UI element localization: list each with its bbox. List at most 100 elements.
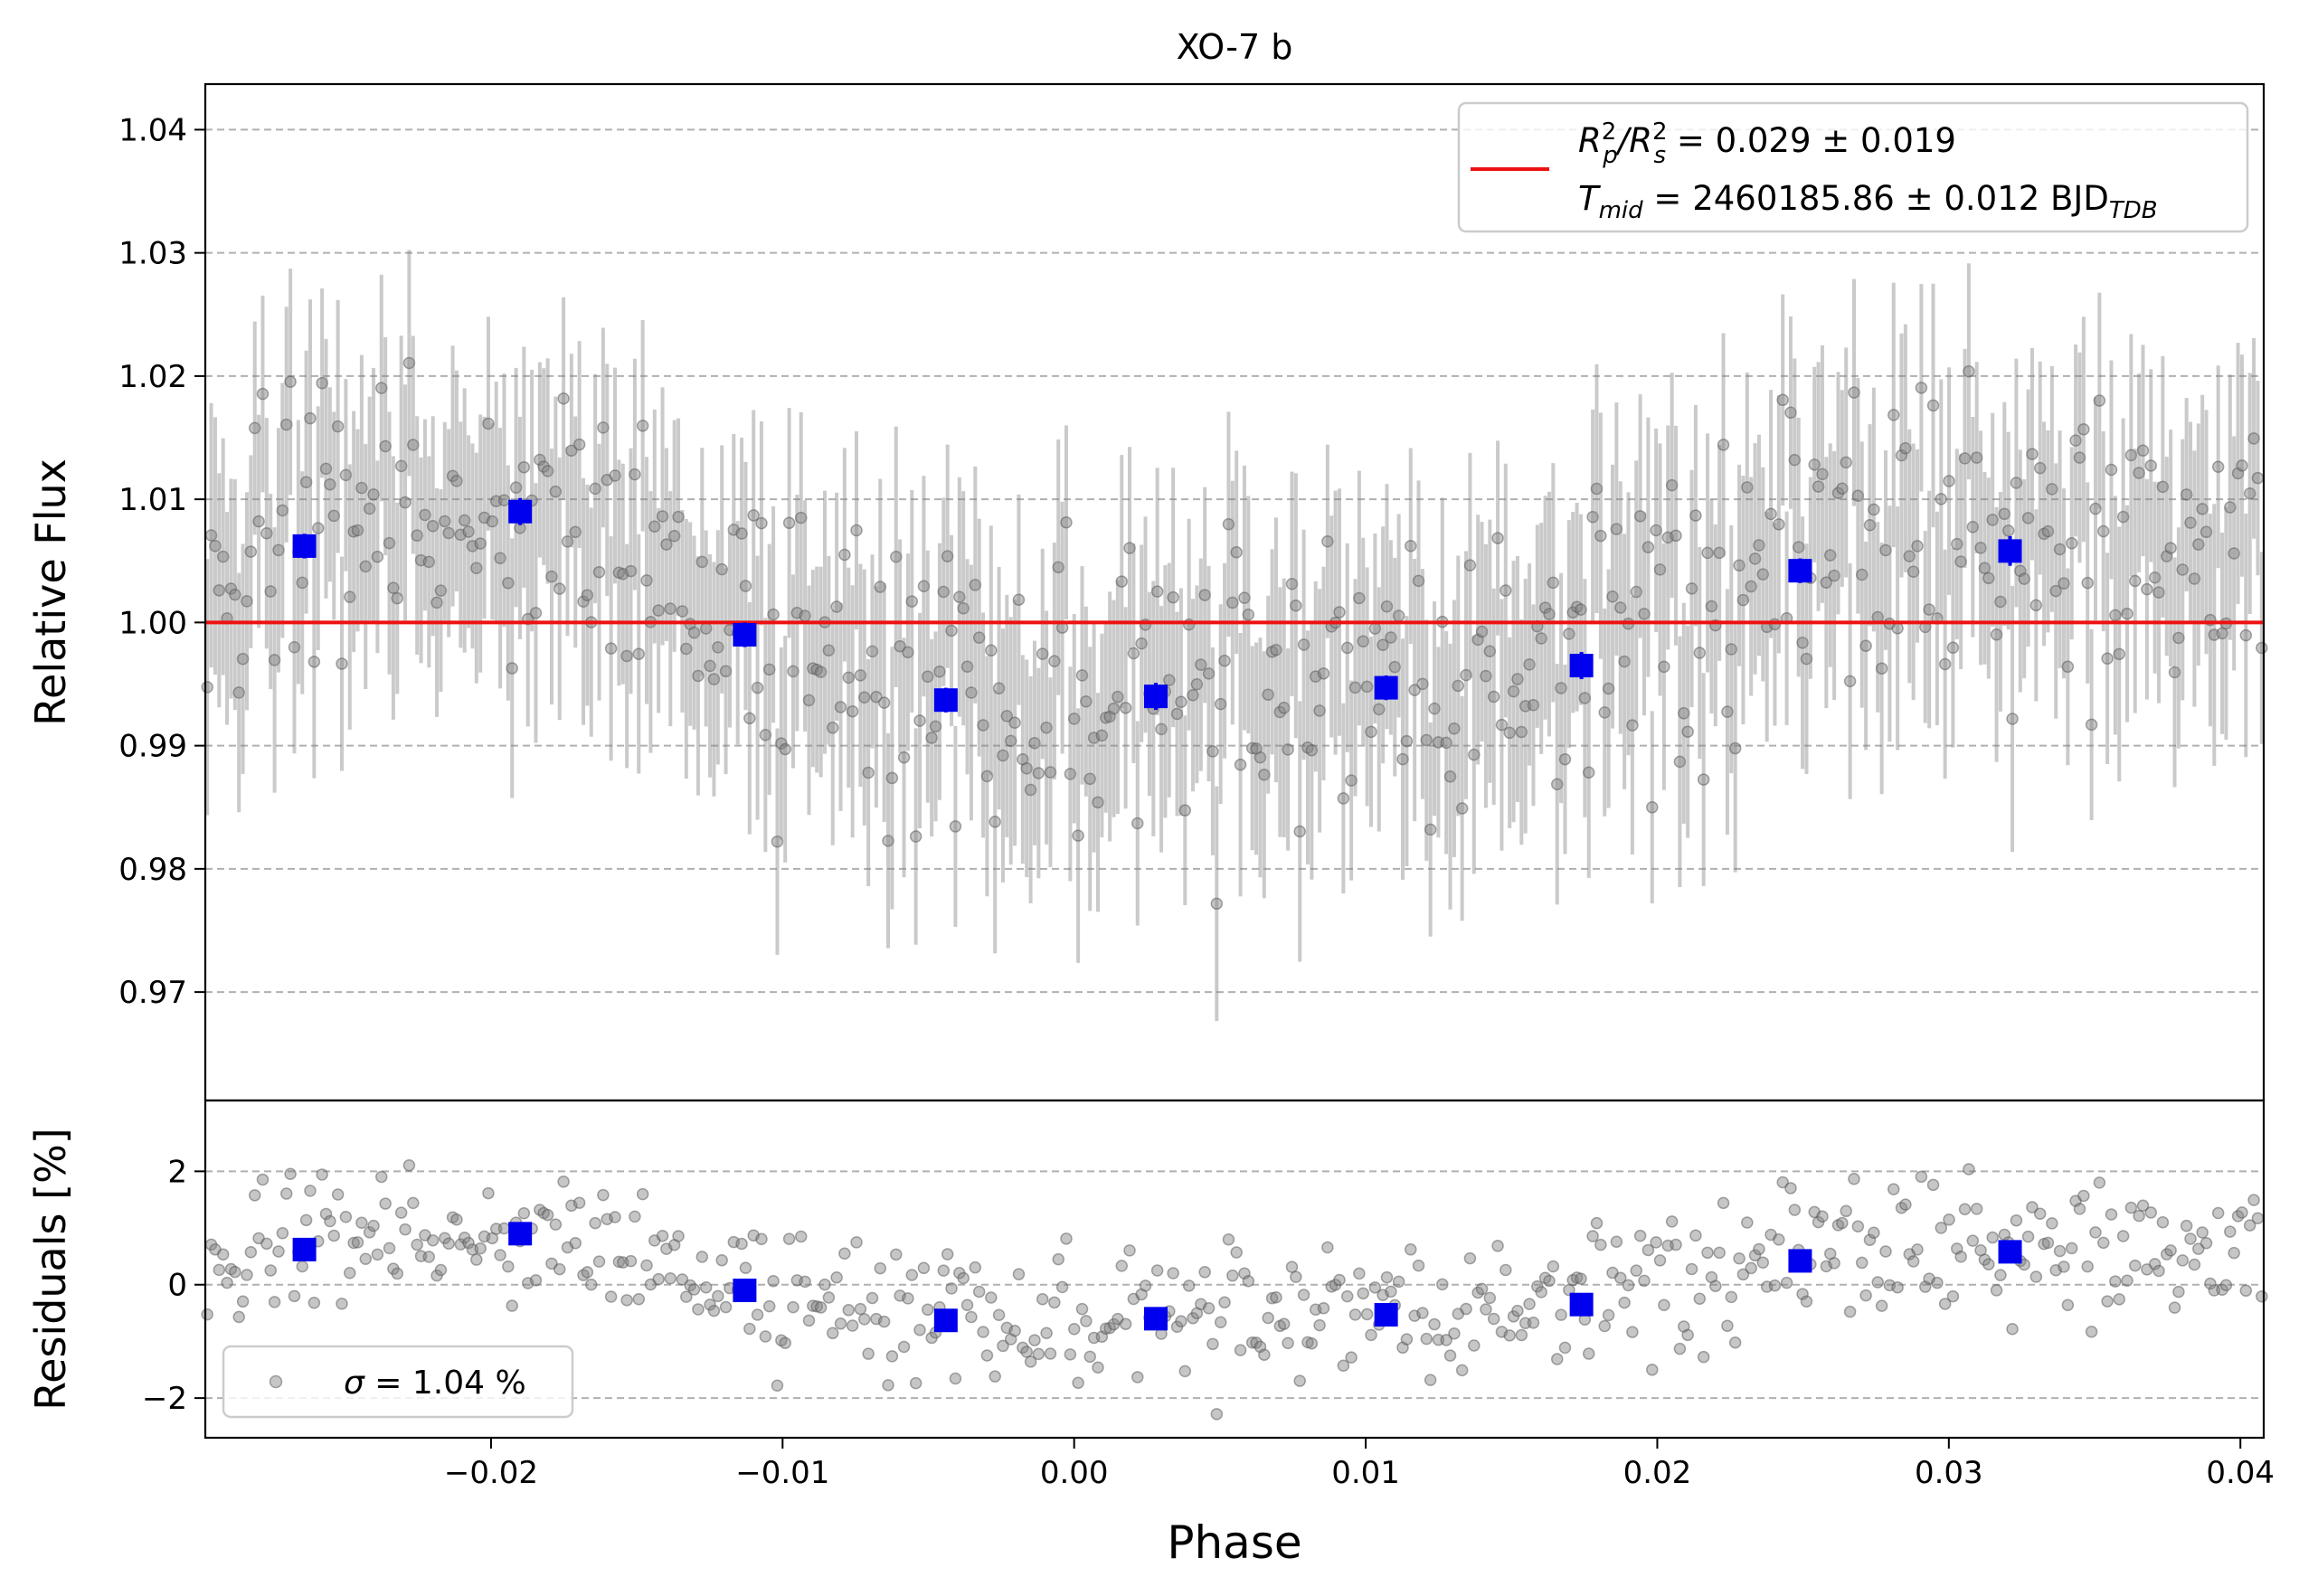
flux-raw-point (858, 691, 871, 704)
residuals-raw-point (1443, 1349, 1457, 1362)
flux-raw-point (1543, 608, 1556, 620)
residuals-raw-point (347, 1236, 360, 1250)
residuals-raw-point (1305, 1337, 1319, 1350)
residuals-raw-point (1868, 1226, 1880, 1240)
flux-raw-point (2236, 459, 2248, 472)
residuals-raw-point (680, 1290, 693, 1303)
flux-raw-point (1487, 690, 1500, 704)
flux-raw-point (913, 714, 926, 727)
residuals-raw-point (2026, 1201, 2039, 1214)
flux-raw-point (1614, 601, 1627, 614)
flux-raw-point (1131, 817, 1144, 830)
residuals-raw-point (779, 1336, 791, 1349)
flux-raw-point (1155, 722, 1168, 736)
flux-raw-point (549, 485, 563, 498)
flux-raw-point (1210, 897, 1224, 911)
flux-raw-point (2053, 543, 2067, 556)
flux-raw-point (486, 515, 499, 528)
residuals-raw-point (284, 1167, 297, 1180)
flux-raw-point (929, 720, 942, 733)
residuals-raw-point (1392, 1275, 1405, 1289)
residuals-raw-point (2116, 1230, 2130, 1242)
flux-raw-point (1538, 601, 1552, 614)
flux-raw-point (1678, 707, 1690, 720)
residuals-raw-point (422, 1251, 436, 1263)
residuals-raw-point (1717, 1196, 1730, 1210)
residuals-binned-point (508, 1222, 533, 1246)
flux-raw-point (866, 645, 879, 658)
residuals-raw-point (913, 1323, 926, 1336)
flux-raw-point (1218, 654, 1231, 667)
flux-raw-point (2168, 666, 2181, 679)
flux-raw-point (977, 719, 989, 732)
phase-axis-label: Phase (1167, 1516, 1301, 1569)
residuals-raw-point (1650, 1236, 1662, 1249)
legend-radius-ratio-entry: R2 p/R2 s = 0.029 ± 0.019 (1578, 118, 1956, 169)
flux-raw-point (1823, 549, 1837, 562)
flux-binned-point (933, 688, 958, 713)
flux-raw-point (517, 460, 531, 474)
residuals-raw-point (344, 1267, 356, 1280)
residuals-raw-point (2061, 1299, 2075, 1312)
flux-raw-point (997, 749, 1009, 762)
flux-raw-point (2196, 503, 2209, 515)
residuals-raw-point (1483, 1291, 1497, 1305)
flux-raw-point (972, 631, 986, 644)
flux-raw-point (1736, 593, 1750, 607)
residuals-raw-point (945, 1282, 958, 1295)
flux-raw-point (1753, 539, 1765, 552)
flux-y-axis: 0.97 0.98 0.99 1.00 1.01 1.02 1.03 1.04 (118, 112, 205, 1011)
flux-raw-point (2239, 628, 2253, 642)
residuals-raw-point (960, 1299, 974, 1311)
flux-raw-point (1202, 667, 1216, 680)
residuals-raw-point (1436, 1278, 1449, 1291)
flux-raw-point (1428, 702, 1441, 715)
residuals-raw-point (1028, 1334, 1041, 1346)
residuals-raw-point (989, 1370, 1001, 1383)
residuals-raw-point (1633, 1229, 1647, 1242)
flux-raw-point (719, 665, 733, 678)
residuals-raw-point (272, 1245, 285, 1258)
flux-raw-point (577, 595, 590, 609)
flux-raw-point (2256, 641, 2268, 655)
residuals-raw-point (882, 1379, 894, 1392)
flux-raw-point (989, 816, 1001, 828)
flux-raw-point (1741, 481, 1754, 494)
flux-raw-point (751, 681, 764, 694)
residuals-raw-point (367, 1219, 380, 1232)
flux-raw-point (209, 539, 222, 552)
flux-raw-point (1092, 796, 1104, 809)
residuals-raw-point (2180, 1219, 2193, 1232)
flux-binned-point (1143, 685, 1168, 709)
flux-raw-point (1313, 704, 1326, 717)
flux-y-tick-label: 0.98 (118, 852, 187, 888)
phase-x-tick-label: 0.01 (1331, 1455, 1400, 1491)
residuals-raw-point (1455, 1364, 1469, 1377)
residuals-raw-point (854, 1302, 867, 1316)
flux-raw-point (1776, 393, 1789, 407)
residuals-raw-point (1357, 1287, 1369, 1300)
residuals-raw-point (1685, 1262, 1698, 1276)
flux-raw-point (557, 392, 570, 405)
residuals-raw-point (1420, 1332, 1433, 1346)
residuals-raw-point (1340, 1289, 1354, 1303)
residuals-raw-point (1558, 1341, 1572, 1355)
flux-raw-point (1582, 766, 1595, 779)
flux-raw-point (1412, 574, 1425, 588)
residuals-raw-point (363, 1226, 376, 1239)
flux-raw-point (767, 608, 780, 621)
flux-raw-point (1868, 503, 1880, 516)
flux-raw-point (1658, 660, 1670, 674)
flux-raw-point (1112, 690, 1124, 704)
flux-binned-point (1569, 654, 1594, 678)
residuals-raw-point (1262, 1311, 1274, 1325)
flux-raw-point (339, 468, 353, 482)
flux-raw-point (229, 588, 241, 601)
residuals-raw-point (735, 1237, 748, 1251)
residuals-raw-point (972, 1285, 986, 1299)
residuals-raw-point (1935, 1222, 1948, 1234)
flux-raw-point (2176, 563, 2190, 576)
flux-raw-point (1242, 608, 1255, 621)
residuals-raw-point (818, 1278, 831, 1291)
flux-raw-point (371, 550, 384, 563)
